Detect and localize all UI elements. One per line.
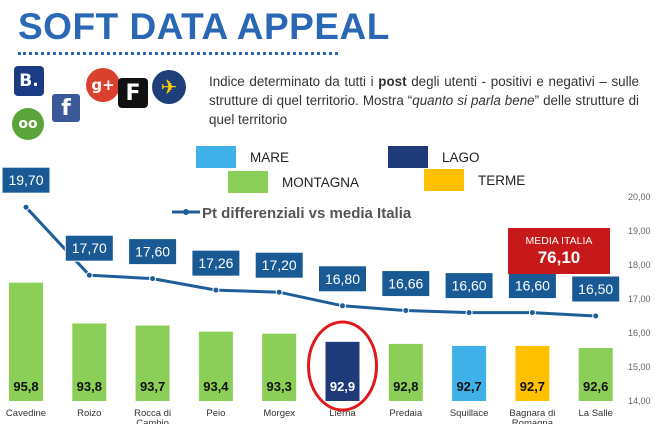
category-label: Bagnara di <box>509 408 555 419</box>
line-value-box <box>128 238 178 266</box>
bar-value-label: 92,8 <box>393 379 418 394</box>
line-point <box>402 307 410 315</box>
line-point <box>275 288 283 296</box>
bar <box>515 345 550 401</box>
line-value-box <box>191 249 241 277</box>
category-label: Rocca di <box>134 408 171 419</box>
bar-value-label: 93,4 <box>203 379 229 394</box>
line-value-label: 17,70 <box>72 240 107 256</box>
line-point <box>212 286 220 294</box>
line-value-label: 16,60 <box>515 278 550 294</box>
tripadvisor-logo: oo <box>12 108 44 140</box>
line-legend-label: Pt differenziali vs media Italia <box>202 205 412 222</box>
category-label: Romagna <box>512 418 554 428</box>
google-plus-logo: g+ <box>86 68 120 102</box>
category-label: Cavedine <box>6 408 46 419</box>
title-divider <box>18 52 338 55</box>
line-point <box>465 309 473 317</box>
line-value-label: 17,20 <box>262 257 297 273</box>
line-value-label: 16,60 <box>452 278 487 294</box>
bar-value-label: 93,7 <box>140 379 165 394</box>
bar-value-label: 92,7 <box>520 379 545 394</box>
line-legend-marker <box>183 209 189 215</box>
line-value-box <box>381 270 431 298</box>
media-italia-value: 76,10 <box>537 248 581 267</box>
legend-item-mare: MARE <box>196 146 289 168</box>
category-label: Squillace <box>450 408 489 419</box>
category-label: Roizo <box>77 408 101 419</box>
line-value-label: 17,60 <box>135 244 170 260</box>
legend-label-montagna: MONTAGNA <box>282 174 359 190</box>
line-value-label: 19,70 <box>8 172 43 188</box>
legend-label-mare: MARE <box>250 149 290 165</box>
line-value-label: 16,50 <box>578 281 613 297</box>
y2-tick-label: 19,00 <box>628 226 651 236</box>
bar-value-label: 95,8 <box>13 379 38 394</box>
media-italia-box: MEDIA ITALIA 76,10 <box>508 228 610 274</box>
bar <box>198 331 233 401</box>
category-label: Morgex <box>263 408 295 419</box>
highlight-circle <box>307 320 378 412</box>
bar <box>325 341 360 401</box>
line-point <box>528 309 536 317</box>
category-label: La Salle <box>579 408 613 419</box>
legend-swatch-terme <box>424 169 464 191</box>
bar <box>388 343 423 401</box>
line-point <box>339 302 346 310</box>
legend-item-lago: LAGO <box>388 146 480 168</box>
description-text: Indice determinato da tutti i post degli… <box>209 74 640 127</box>
line-value-box <box>444 272 494 300</box>
bar <box>578 347 613 401</box>
bar <box>262 333 297 401</box>
bar <box>9 282 43 401</box>
line-value-box <box>318 265 367 293</box>
page-title: SOFT DATA APPEAL <box>18 6 390 47</box>
y2-tick-label: 18,00 <box>628 260 651 270</box>
legend-label-terme: TERME <box>478 172 526 188</box>
y2-tick-label: 20,00 <box>628 192 651 202</box>
bar-value-label: 92,7 <box>456 379 481 394</box>
line-point <box>149 275 157 283</box>
y2-tick-label: 14,00 <box>628 396 651 406</box>
line-point <box>85 271 93 279</box>
media-italia-label: MEDIA ITALIA <box>525 235 593 247</box>
line-value-label: 16,80 <box>325 271 360 287</box>
line-value-label: 16,66 <box>388 276 423 292</box>
legend-swatch-montagna <box>228 171 268 193</box>
legend-swatch-lago <box>388 146 428 168</box>
expedia-logo: ✈ <box>152 70 186 104</box>
facebook-logo: f <box>52 94 80 122</box>
bar-value-label: 92,9 <box>330 379 355 394</box>
booking-logo: B. <box>14 66 44 96</box>
bar <box>72 323 107 401</box>
foursquare-logo: F <box>118 78 148 108</box>
legend-item-terme: TERME <box>424 169 525 191</box>
legend-swatch-mare <box>196 146 236 168</box>
line-value-label: 17,26 <box>198 255 233 271</box>
y2-tick-label: 15,00 <box>628 362 651 372</box>
logo-group: B. g+ F ✈ oo f <box>6 58 196 144</box>
bar <box>135 325 170 401</box>
line-value-box <box>571 275 621 303</box>
line-value-box <box>64 234 114 262</box>
category-label: Peio <box>206 408 225 419</box>
bar-value-label: 93,8 <box>77 379 102 394</box>
line-point <box>592 312 600 320</box>
category-label: Lierna <box>329 408 356 419</box>
footer-mask <box>0 424 671 428</box>
category-label: Predaia <box>389 408 422 419</box>
bar-value-label: 92,6 <box>583 379 608 394</box>
line-value-box <box>1 166 51 194</box>
bar <box>452 345 487 401</box>
y2-tick-label: 16,00 <box>628 328 651 338</box>
bar-value-label: 93,3 <box>267 379 292 394</box>
line-point <box>22 203 30 211</box>
line-value-box <box>254 251 304 279</box>
category-label: Cambio <box>136 418 169 428</box>
legend-item-montagna: MONTAGNA <box>228 171 359 193</box>
y2-tick-label: 17,00 <box>628 294 651 304</box>
legend-label-lago: LAGO <box>442 149 480 165</box>
